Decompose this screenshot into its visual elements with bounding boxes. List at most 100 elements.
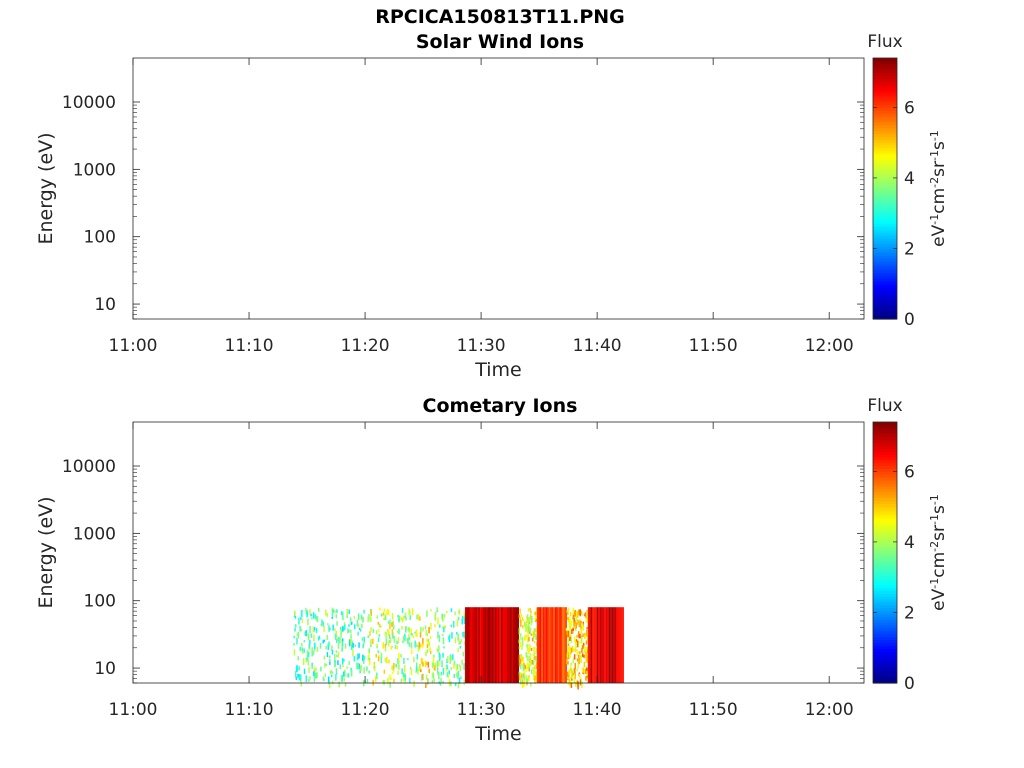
flux-cell	[376, 643, 378, 649]
flux-cell	[401, 625, 403, 630]
flux-cell	[405, 626, 407, 633]
colorbar-swatch	[873, 159, 897, 163]
flux-cell	[351, 621, 353, 625]
flux-cell	[335, 635, 337, 640]
flux-cell	[534, 650, 536, 655]
flux-cell	[533, 656, 535, 664]
flux-cell	[300, 628, 303, 632]
flux-cell	[567, 661, 569, 665]
colorbar-swatch	[873, 124, 897, 129]
flux-cell	[368, 670, 370, 674]
colorbar-swatch	[873, 243, 897, 248]
flux-cell	[596, 607, 599, 683]
colorbar-swatch	[873, 448, 897, 452]
flux-cell	[323, 639, 326, 642]
colorbar-swatch	[873, 671, 897, 675]
flux-cell	[458, 610, 460, 614]
flux-cell	[330, 674, 333, 678]
colorbar-swatch	[873, 63, 897, 68]
flux-cell	[340, 630, 342, 638]
flux-cell	[342, 611, 344, 618]
flux-cell	[327, 676, 330, 683]
colorbar-tick-label: 2	[904, 603, 915, 623]
colorbar-swatch	[873, 60, 897, 65]
flux-cell	[566, 671, 569, 677]
x-tick-label: 11:40	[573, 336, 622, 356]
x-tick-label: 11:30	[457, 700, 506, 720]
flux-cell	[583, 668, 586, 674]
flux-cell	[391, 629, 394, 636]
flux-cell	[367, 635, 369, 639]
flux-cell	[567, 630, 569, 637]
flux-cell	[406, 638, 408, 643]
colorbar-swatch	[873, 514, 897, 519]
flux-cell	[467, 607, 470, 683]
flux-cell	[457, 682, 460, 689]
flux-cell	[619, 607, 621, 683]
figure-title: RPCICA150813T11.PNG	[375, 6, 625, 28]
flux-cell	[358, 663, 361, 669]
flux-cell	[481, 607, 483, 683]
flux-cell	[357, 653, 359, 660]
colorbar-title: Flux	[867, 396, 902, 416]
colorbar-tick-label: 0	[904, 310, 915, 330]
flux-cell	[577, 661, 579, 669]
flux-cell	[517, 607, 519, 683]
flux-cell	[296, 637, 298, 645]
flux-cell	[579, 620, 581, 624]
colorbar-swatch	[873, 561, 897, 565]
colorbar-swatch	[873, 659, 897, 664]
flux-cell	[346, 608, 348, 616]
flux-cell	[484, 607, 486, 683]
flux-cell	[300, 681, 302, 687]
colorbar-title: Flux	[867, 32, 902, 52]
colorbar-swatch	[873, 601, 897, 606]
flux-cell	[308, 647, 310, 650]
flux-cell	[577, 619, 579, 625]
flux-cell	[329, 655, 331, 659]
flux-cell	[373, 662, 376, 665]
flux-cell	[309, 609, 311, 615]
colorbar-swatch	[873, 310, 897, 314]
flux-cell	[342, 664, 344, 667]
flux-cell	[457, 616, 460, 621]
flux-cell	[417, 645, 420, 652]
flux-cell	[363, 636, 365, 643]
flux-cell	[303, 668, 306, 674]
flux-cell	[370, 638, 372, 645]
flux-cell	[354, 624, 356, 630]
colorbar-swatch	[873, 604, 897, 609]
colorbar-swatch	[873, 430, 897, 435]
colorbar-swatch	[873, 255, 897, 259]
colorbar-swatch	[873, 569, 897, 574]
flux-cell	[375, 676, 377, 682]
flux-cell	[433, 678, 435, 683]
flux-cell	[306, 650, 309, 657]
flux-cell	[442, 633, 444, 636]
colorbar-swatch	[873, 645, 897, 649]
colorbar-swatch	[873, 584, 897, 588]
colorbar-swatch	[873, 587, 897, 591]
flux-cell	[420, 627, 422, 633]
flux-cell	[362, 654, 364, 661]
flux-cell	[439, 656, 441, 662]
colorbar-swatch	[873, 456, 897, 461]
flux-cell	[346, 674, 349, 677]
flux-cell	[331, 645, 333, 651]
flux-cell	[574, 623, 576, 630]
flux-cell	[347, 628, 349, 634]
flux-cell	[422, 643, 424, 646]
flux-cell	[567, 638, 569, 645]
flux-cell	[393, 678, 395, 683]
flux-cell	[394, 645, 397, 649]
flux-cell	[571, 646, 574, 653]
flux-cell	[530, 648, 533, 651]
flux-cell	[526, 627, 529, 633]
flux-cell	[503, 607, 506, 683]
flux-cell	[410, 669, 413, 675]
flux-cell	[351, 643, 353, 650]
flux-cell	[334, 628, 336, 632]
flux-cell	[336, 654, 338, 658]
flux-cell	[391, 665, 393, 670]
x-tick-label: 11:50	[689, 336, 738, 356]
